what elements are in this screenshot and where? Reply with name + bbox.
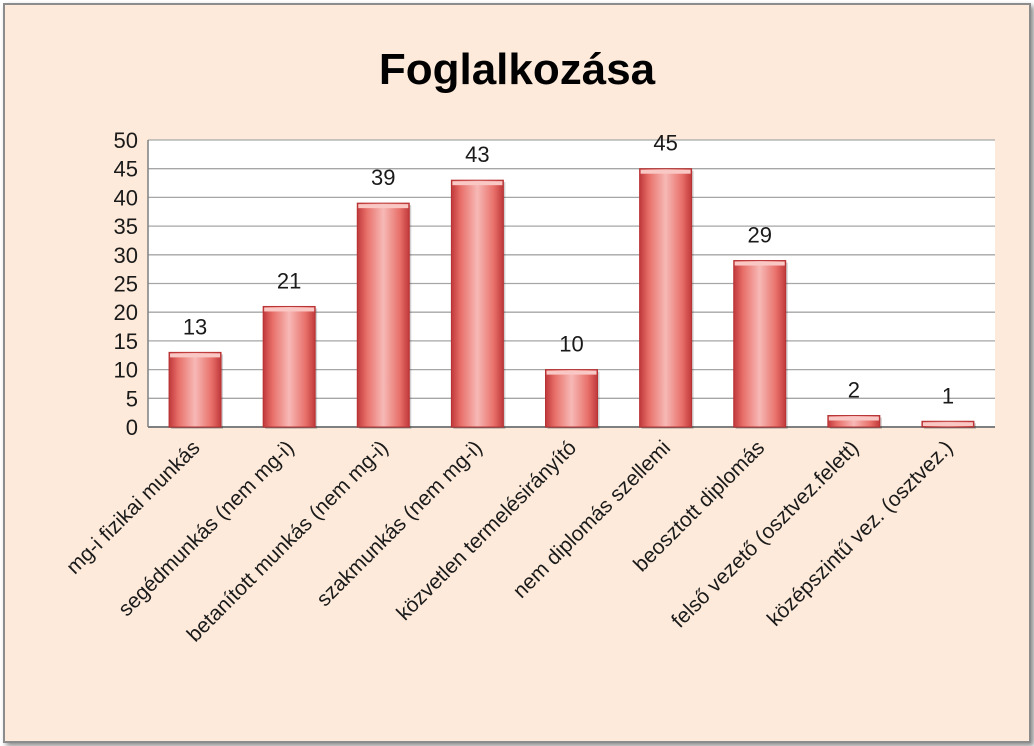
chart-title: Foglalkozása [378,45,656,94]
data-label: 43 [465,142,489,167]
bar [545,369,598,428]
y-tick-label: 10 [114,358,138,383]
bar [168,351,222,428]
bar-group [639,168,694,429]
bar-highlight [828,416,879,421]
category-label: szakmunkás (nem mg-i) [312,436,487,611]
bar [639,168,693,428]
y-tick-label: 30 [114,243,138,268]
bar [262,305,316,428]
bar-highlight [452,181,503,186]
bar-group [356,202,412,429]
data-label: 10 [559,332,583,357]
y-axis-ticks: 0 5 10 15 20 25 30 35 40 45 50 [114,128,138,440]
y-tick-label: 40 [114,185,138,210]
bar-highlight [358,204,409,209]
data-label: 45 [653,131,677,156]
data-label: 2 [848,378,860,403]
chart-frame: Foglalkozása 13 21 39 43 10 45 29 2 1 0 5 10 15 20 25… [3,3,1031,743]
bar [450,179,504,428]
bar-group [545,369,600,429]
category-label: betanított munkás (nem mg-i) [183,436,393,646]
bar-group [168,351,224,429]
category-label: segédmunkás (nem mg-i) [114,436,299,621]
bars [168,168,976,429]
y-tick-label: 20 [114,300,138,325]
y-tick-label: 15 [114,329,138,354]
y-tick-label: 45 [114,157,138,182]
category-label: nem diplomás szellemi [509,436,675,602]
bar-highlight [546,370,597,375]
bar-highlight [922,422,973,426]
bar-highlight [264,307,315,312]
bar-highlight [734,261,785,266]
data-label: 13 [183,314,207,339]
data-label: 29 [747,223,771,248]
bar [733,260,787,428]
bar-group [733,260,788,429]
bar-group [450,179,506,429]
bar-highlight [640,169,691,174]
y-tick-label: 50 [114,128,138,153]
bar-group [262,305,318,429]
y-tick-label: 35 [114,214,138,239]
category-label: közvetlen termelésirányító [392,436,581,625]
bar-group [921,420,976,429]
data-label: 1 [942,383,954,408]
data-label: 21 [277,268,301,293]
y-tick-label: 25 [114,272,138,297]
bar [827,415,881,428]
category-label: középszintű vez. (osztvez.) [763,436,958,631]
y-tick-label: 0 [126,415,138,440]
bar-highlight [170,353,221,358]
data-label: 39 [371,165,395,190]
category-label: felső vezető (osztvez.felett) [667,436,863,632]
y-tick-label: 5 [126,386,138,411]
bar-group [827,415,882,429]
bar [356,202,410,428]
